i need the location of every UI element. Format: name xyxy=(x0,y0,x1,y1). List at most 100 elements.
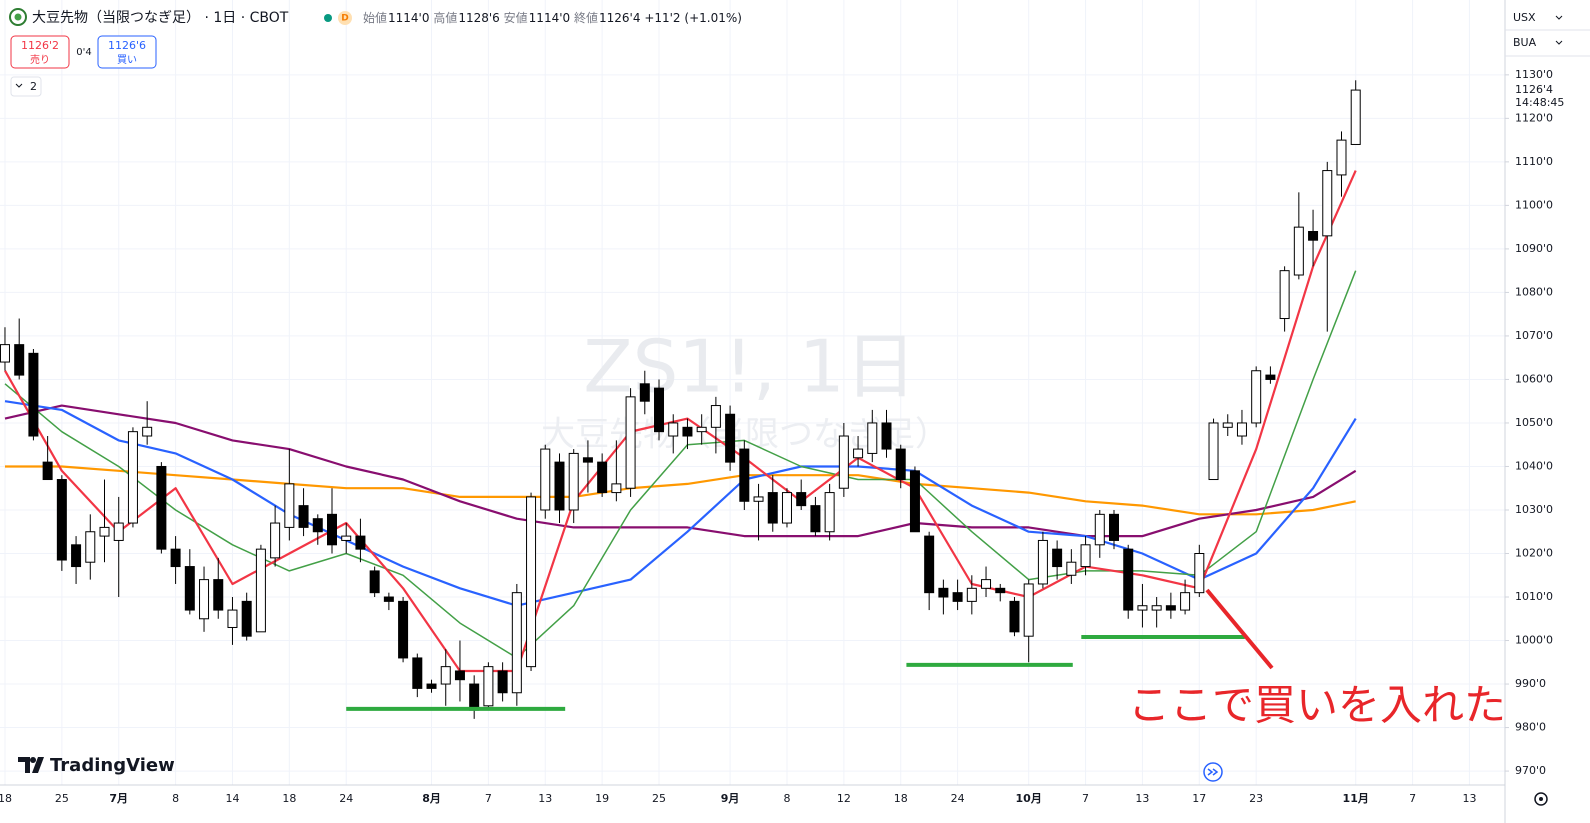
y-tick-label: 1010'0 xyxy=(1515,590,1553,603)
x-tick-label: 8月 xyxy=(422,792,441,805)
y-tick-label: 1020'0 xyxy=(1515,547,1553,560)
candle-body xyxy=(1151,605,1162,611)
ohlc: 始値1114'0 高値1128'6 安値1114'0 終値1126'4 +11'… xyxy=(363,10,742,25)
x-tick-label: 18 xyxy=(0,792,12,805)
y-tick-label: 1120'0 xyxy=(1515,111,1553,124)
ohlc-label: 高値 xyxy=(433,10,457,25)
candle-body xyxy=(213,579,224,611)
x-tick-label: 25 xyxy=(55,792,69,805)
symbol[interactable]: 大豆先物（当限つなぎ足） xyxy=(32,10,200,26)
market-status[interactable] xyxy=(324,14,332,22)
change: +11'2 (+1.01%) xyxy=(644,11,742,25)
candle-body xyxy=(440,666,451,685)
y-tick-label: 1030'0 xyxy=(1515,503,1553,516)
candle-body xyxy=(1336,139,1347,176)
price-source[interactable]: BUA xyxy=(1513,36,1537,49)
candle-body xyxy=(255,548,266,633)
candle-body xyxy=(71,544,82,568)
y-tick-label: 1080'0 xyxy=(1515,285,1553,298)
candle-body xyxy=(909,470,920,533)
badge[interactable] xyxy=(338,11,352,25)
candle-body xyxy=(298,505,309,528)
candle-body xyxy=(1180,592,1191,611)
x-tick-label: 11月 xyxy=(1343,792,1369,805)
candle-body xyxy=(1208,422,1219,481)
ohlc-value: 1114'0 xyxy=(388,11,429,25)
x-tick-label: 14 xyxy=(225,792,239,805)
x-tick-label: 18 xyxy=(282,792,296,805)
candle-body xyxy=(199,579,210,620)
candle-body xyxy=(597,461,608,494)
y-tick-label: 970'0 xyxy=(1515,764,1546,777)
candle-body xyxy=(611,483,622,494)
y-tick-label: 1100'0 xyxy=(1515,198,1553,211)
candle-body xyxy=(85,531,96,563)
sell-button[interactable] xyxy=(10,35,70,69)
candle-body xyxy=(853,448,864,459)
ohlc-value: 1114'0 xyxy=(529,11,570,25)
x-tick-label: 23 xyxy=(1249,792,1263,805)
buy-button[interactable] xyxy=(97,35,157,69)
candle-body xyxy=(1293,226,1304,276)
watermark-title: ZS1!, 1日 xyxy=(583,325,916,409)
candle-body xyxy=(0,344,10,363)
ohlc-value: 1128'6 xyxy=(458,11,499,25)
brand: TradingView xyxy=(50,755,175,776)
legend-title[interactable]: 大豆先物（当限つなぎ足） · 1日 · CBOT xyxy=(32,10,289,26)
candle-body xyxy=(924,535,935,594)
candle-body xyxy=(781,492,792,524)
candle-body xyxy=(568,452,579,511)
candle-body xyxy=(767,492,778,524)
candle-body xyxy=(1165,605,1176,611)
axes: 970'0 980'0 990'0 1000'0 1010'0 1020'0 1030'0 1… xyxy=(0,68,1590,805)
watermark-subtitle: 大豆先物（当限つなぎ足） xyxy=(541,415,949,455)
candle-body xyxy=(227,609,238,628)
candle-body xyxy=(14,344,25,376)
x-tick-label: 7 xyxy=(1409,792,1416,805)
x-tick-label: 17 xyxy=(1192,792,1206,805)
candle-body xyxy=(454,670,465,681)
candle-body xyxy=(1350,89,1361,145)
candle-body xyxy=(1108,513,1119,541)
currency[interactable]: USX xyxy=(1513,11,1536,24)
spread: 0'4 xyxy=(76,47,91,58)
x-tick-label: 13 xyxy=(538,792,552,805)
candle-body xyxy=(1094,513,1105,546)
candle-body xyxy=(1322,170,1333,237)
candle-body xyxy=(369,570,380,594)
candle-body xyxy=(1052,548,1063,568)
badge-text: D xyxy=(341,14,348,24)
candle-body xyxy=(1236,422,1247,437)
x-tick-label: 13 xyxy=(1135,792,1149,805)
buy-price: 1126'6 xyxy=(108,39,146,52)
x-tick-label: 13 xyxy=(1462,792,1476,805)
x-tick-label: 7月 xyxy=(109,792,128,805)
candle-body xyxy=(938,587,949,598)
y-tick-label: 980'0 xyxy=(1515,721,1546,734)
chevron xyxy=(15,83,23,88)
candle-body xyxy=(995,587,1006,594)
candle-body xyxy=(426,683,437,689)
moving-average xyxy=(4,404,1357,538)
candle-body xyxy=(469,683,480,711)
ohlc-label: 始値 xyxy=(363,10,387,25)
indicators-toggle[interactable] xyxy=(10,76,42,97)
x-tick-label: 7 xyxy=(1082,792,1089,805)
annotation-text: ここで買いを入れた xyxy=(1128,681,1506,730)
candle-body xyxy=(1251,370,1262,424)
settings[interactable] xyxy=(1534,792,1548,806)
candle-body xyxy=(526,496,537,668)
candle-body xyxy=(725,413,736,463)
candle-body xyxy=(824,492,835,533)
ohlc-value: 1126'4 xyxy=(599,11,640,25)
candle-body xyxy=(981,579,992,589)
candle-body xyxy=(99,526,110,537)
go-to-icon xyxy=(1207,768,1219,776)
candle-body xyxy=(326,513,337,546)
x-tick-label: 18 xyxy=(894,792,908,805)
annotation-arrow xyxy=(1205,588,1274,670)
x-tick-label: 7 xyxy=(485,792,492,805)
candle-body xyxy=(56,479,67,561)
candle-body xyxy=(1037,539,1048,585)
